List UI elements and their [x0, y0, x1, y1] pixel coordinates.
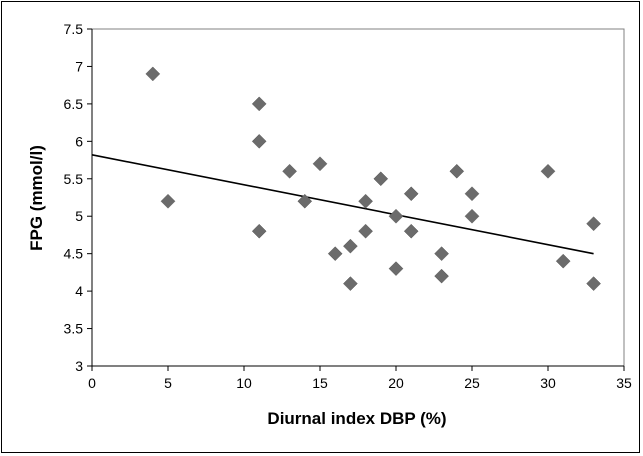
- y-tick-label: 6: [75, 133, 83, 149]
- x-tick-label: 15: [312, 375, 328, 391]
- y-tick-label: 7.5: [64, 21, 84, 37]
- data-point: [586, 276, 601, 291]
- y-tick-label: 5.5: [64, 171, 84, 187]
- x-tick-label: 5: [164, 375, 172, 391]
- data-point: [251, 223, 267, 239]
- x-tick-label: 10: [236, 375, 252, 391]
- data-point: [312, 156, 328, 172]
- y-tick-label: 5: [75, 208, 83, 224]
- data-point: [327, 246, 343, 262]
- data-point: [403, 223, 419, 239]
- y-tick-label: 7: [75, 58, 83, 74]
- x-tick-label: 0: [88, 375, 96, 391]
- x-tick-label: 20: [388, 375, 404, 391]
- x-tick-label: 30: [540, 375, 556, 391]
- data-point: [388, 261, 404, 276]
- data-point: [343, 238, 358, 254]
- y-axis-title: FPG (mmol/l): [27, 145, 46, 251]
- data-point: [358, 193, 373, 209]
- plot-border: [91, 28, 625, 367]
- data-point: [434, 246, 449, 262]
- x-tick-label: 35: [616, 375, 632, 391]
- y-tick-label: 6.5: [64, 96, 84, 112]
- y-tick-label: 4: [75, 283, 83, 299]
- data-point: [251, 96, 267, 112]
- trendline: [91, 154, 594, 255]
- y-tick-label: 4.5: [64, 246, 84, 262]
- data-point: [282, 163, 297, 179]
- data-point: [358, 223, 373, 239]
- data-point: [160, 193, 176, 209]
- x-axis: 0 5 10 15 20 25 30 35: [88, 365, 632, 391]
- data-point: [297, 193, 313, 209]
- y-axis: 3 3.5 4 4.5 5 5.5 6 6.5 7 7.5: [64, 21, 93, 374]
- data-point: [388, 208, 404, 224]
- data-point: [251, 133, 267, 149]
- data-point: [449, 163, 465, 179]
- data-point: [373, 171, 389, 187]
- trendline-group: [91, 154, 594, 255]
- data-point: [434, 268, 449, 284]
- x-axis-title: Diurnal index DBP (%): [267, 409, 446, 428]
- data-point: [555, 253, 571, 269]
- data-points: [145, 66, 601, 291]
- plot-area: [91, 28, 625, 367]
- y-tick-label: 3.5: [64, 321, 84, 337]
- data-point: [403, 186, 419, 202]
- data-point: [145, 66, 161, 82]
- data-point: [464, 186, 480, 202]
- data-point: [343, 276, 358, 291]
- data-point: [464, 208, 480, 224]
- data-point: [540, 163, 556, 179]
- y-tick-label: 3: [75, 358, 83, 374]
- x-tick-label: 25: [464, 375, 480, 391]
- data-point: [586, 216, 601, 232]
